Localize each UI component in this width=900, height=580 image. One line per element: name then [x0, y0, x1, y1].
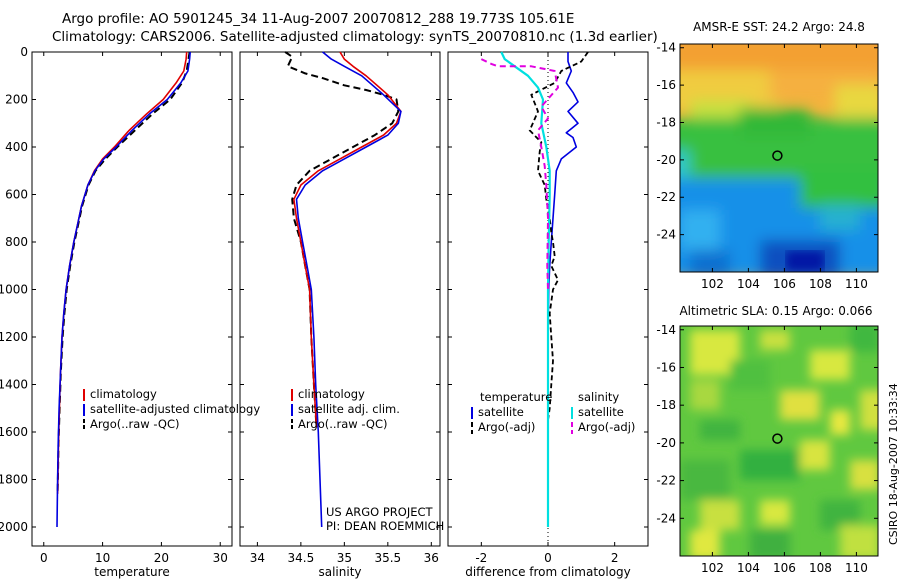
sst-map-panel: AMSR-E SST: 24.2 Argo: 24.8 — [656, 20, 879, 291]
temp-legend-label: climatology — [90, 387, 157, 401]
temp-legend-label: Argo(..raw -QC) — [90, 417, 180, 431]
sst-xtick-label: 104 — [737, 277, 760, 291]
diff-legend-label: satellite — [478, 405, 524, 419]
sst-xtick-label: 110 — [845, 277, 868, 291]
sla-ytick-label: -24 — [656, 511, 676, 525]
sst-xtick-label: 108 — [809, 277, 832, 291]
diff-legend-sal-title: salinity — [578, 390, 619, 404]
temp-ytick-label: 1200 — [0, 330, 28, 344]
sla-ytick-label: -20 — [656, 436, 676, 450]
sla-heatmap — [680, 326, 878, 556]
sst-ytick-label: -22 — [656, 190, 676, 204]
sla-map-panel: Altimetric SLA: 0.15 Argo: 0.066 — [656, 304, 879, 575]
salinity-panel: 34 34.5 35 35.5 36 salinity climatologysatelli… — [239, 51, 444, 579]
diff-xtick-label: -2 — [475, 551, 487, 565]
diff-legend-label: satellite — [578, 405, 624, 419]
sla-ytick-label: -14 — [656, 323, 676, 337]
diff-xtick-label: 2 — [611, 551, 619, 565]
diff-legend-label: Argo(-adj) — [578, 420, 635, 434]
temp-xtick-label: 0 — [40, 551, 48, 565]
sla-axes: 102 104 106 108 110 -14 -16 -18 -20 -22 -24 — [656, 323, 878, 575]
temp-ytick-label: 0 — [20, 45, 28, 59]
temp-legend-label: satellite-adjusted climatology — [90, 402, 260, 416]
sst-ytick-label: -20 — [656, 153, 676, 167]
temp-ytick-label: 1800 — [0, 473, 28, 487]
diff-legend-temp-title: temperature — [480, 390, 552, 404]
sal-xtick-label: 35.5 — [374, 551, 401, 565]
sst-ytick-label: -24 — [656, 228, 676, 242]
temp-ytick-label: 1400 — [0, 378, 28, 392]
figure-title-line2: Climatology: CARS2006. Satellite-adjuste… — [52, 29, 658, 45]
sla-xtick-label: 104 — [737, 561, 760, 575]
temp-ytick-label: 600 — [5, 188, 28, 202]
credit-stamp: CSIRO 18-Aug-2007 10:33:34 — [887, 383, 900, 545]
credit-pi: PI: DEAN ROEMMICH — [326, 519, 444, 533]
sla-xtick-label: 106 — [773, 561, 796, 575]
sal-series-0 — [284, 51, 400, 428]
credit-project: US ARGO PROJECT — [326, 505, 434, 519]
sal-plot-frame — [239, 51, 441, 547]
temp-ytick-label: 1000 — [0, 283, 28, 297]
diff-series-3 — [480, 58, 559, 290]
diff-xtick-label: 0 — [544, 551, 552, 565]
temp-ytick-label: 800 — [5, 235, 28, 249]
sst-axes: 102 104 106 108 110 -14 -16 -18 -20 -22 -24 — [656, 41, 878, 291]
sal-series-2 — [295, 51, 402, 528]
temp-ytick-label: 200 — [5, 93, 28, 107]
sla-map-title: Altimetric SLA: 0.15 Argo: 0.066 — [679, 304, 872, 318]
sla-ytick-label: -22 — [656, 474, 676, 488]
temp-ytick-label: 2000 — [0, 520, 28, 534]
sst-xtick-label: 106 — [773, 277, 796, 291]
diff-series-1 — [528, 51, 589, 421]
sal-xtick-label: 34 — [250, 551, 265, 565]
sal-series-1 — [293, 51, 402, 428]
sal-legend-label: Argo(..raw -QC) — [298, 417, 388, 431]
diff-xlabel: difference from climatology — [465, 565, 631, 579]
sal-xlabel: salinity — [318, 565, 361, 579]
sal-legend-label: climatology — [298, 387, 365, 401]
temp-series-0 — [56, 51, 191, 494]
sst-ytick-label: -18 — [656, 115, 676, 129]
sla-ytick-label: -16 — [656, 360, 676, 374]
sst-ytick-label: -14 — [656, 41, 676, 55]
temp-xtick-label: 20 — [154, 551, 169, 565]
sal-xtick-label: 36 — [424, 551, 439, 565]
sal-xtick-label: 34.5 — [288, 551, 315, 565]
figure-title-line1: Argo profile: AO 5901245_34 11-Aug-2007 … — [62, 11, 574, 27]
diff-series-2 — [500, 51, 551, 527]
temp-ytick-label: 1600 — [0, 425, 28, 439]
diff-legend-label: Argo(-adj) — [478, 420, 535, 434]
sla-argo-marker — [772, 433, 783, 444]
sal-legend-label: satellite adj. clim. — [298, 402, 400, 416]
sla-xtick-label: 102 — [701, 561, 724, 575]
sst-argo-marker — [772, 150, 783, 161]
sla-ytick-label: -18 — [656, 398, 676, 412]
sst-xtick-label: 102 — [701, 277, 724, 291]
sst-ytick-label: -16 — [656, 78, 676, 92]
sst-map-title: AMSR-E SST: 24.2 Argo: 24.8 — [693, 20, 865, 34]
temp-xtick-label: 30 — [213, 551, 228, 565]
temp-xlabel: temperature — [94, 565, 169, 579]
temp-ytick-label: 400 — [5, 140, 28, 154]
temperature-panel: 0 10 20 30 0 200 400 600 800 1000 1200 1400 1600 1800… — [0, 45, 260, 579]
sla-xtick-label: 110 — [845, 561, 868, 575]
temp-xtick-label: 10 — [95, 551, 110, 565]
temp-series-2 — [56, 51, 191, 528]
sst-heatmap — [680, 44, 878, 272]
temp-plot-frame — [31, 51, 233, 547]
sal-xtick-label: 35 — [337, 551, 352, 565]
sla-xtick-label: 108 — [809, 561, 832, 575]
